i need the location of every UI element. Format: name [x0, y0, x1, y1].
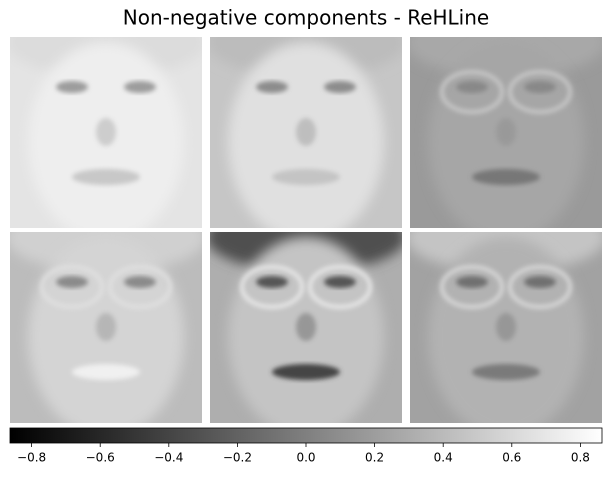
mouth	[272, 169, 340, 185]
face-image-content	[210, 37, 402, 228]
tick-label: −0.4	[154, 451, 183, 465]
eye	[124, 81, 156, 93]
tick-label: 0.8	[571, 451, 590, 465]
nose	[96, 118, 116, 146]
face-image-content	[10, 37, 202, 228]
eye	[56, 276, 88, 288]
tick-label: −0.8	[17, 451, 46, 465]
face-image-content	[410, 37, 602, 228]
glasses	[308, 265, 372, 309]
glasses	[440, 70, 504, 114]
glasses	[108, 265, 172, 309]
image-panels	[10, 37, 602, 423]
face-image-content	[410, 232, 602, 423]
eye	[524, 81, 556, 93]
mouth	[72, 364, 140, 380]
glasses	[440, 265, 504, 309]
face-image	[210, 232, 402, 423]
nose	[296, 313, 316, 341]
tick-label: 0.0	[296, 451, 315, 465]
nose	[496, 313, 516, 341]
eye	[256, 81, 288, 93]
glasses	[40, 265, 104, 309]
face-image	[10, 232, 202, 423]
mouth	[272, 364, 340, 380]
glasses	[240, 265, 304, 309]
nose	[296, 118, 316, 146]
face-image-content	[10, 232, 202, 423]
colorbar	[9, 427, 603, 444]
face-image	[410, 37, 602, 228]
nose	[96, 313, 116, 341]
face-image-content	[210, 232, 402, 423]
tick-label: 0.2	[365, 451, 384, 465]
glasses	[508, 265, 572, 309]
eye	[256, 276, 288, 288]
face-image	[410, 232, 602, 423]
eye	[56, 81, 88, 93]
tick-label: 0.4	[434, 451, 453, 465]
mouth	[472, 364, 540, 380]
eye	[456, 81, 488, 93]
tick-label: −0.6	[86, 451, 115, 465]
tick-label: 0.6	[502, 451, 521, 465]
eye	[456, 276, 488, 288]
glasses	[508, 70, 572, 114]
tick-label: −0.2	[223, 451, 252, 465]
face-image	[10, 37, 202, 228]
nose	[496, 118, 516, 146]
eye	[124, 276, 156, 288]
eye	[524, 276, 556, 288]
mouth	[472, 169, 540, 185]
chart-title: Non-negative components - ReHLine	[123, 6, 489, 30]
mouth	[72, 169, 140, 185]
eye	[324, 81, 356, 93]
face-image	[210, 37, 402, 228]
eye	[324, 276, 356, 288]
